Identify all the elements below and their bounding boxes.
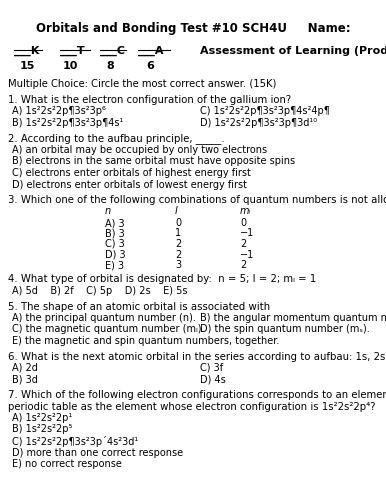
Text: B) 3d: B) 3d (12, 374, 38, 384)
Text: A) the principal quantum number (n).: A) the principal quantum number (n). (12, 313, 196, 323)
Text: 3: 3 (175, 260, 181, 270)
Text: A) an orbital may be occupied by only two electrons: A) an orbital may be occupied by only tw… (12, 145, 267, 155)
Text: n: n (105, 206, 111, 216)
Text: ___K: ___K (14, 46, 39, 56)
Text: A) 1s²2s²2p¹: A) 1s²2s²2p¹ (12, 413, 72, 423)
Text: A) 5d    B) 2f    C) 5p    D) 2s    E) 5s: A) 5d B) 2f C) 5p D) 2s E) 5s (12, 286, 188, 296)
Text: D) the spin quantum number (mₛ).: D) the spin quantum number (mₛ). (200, 324, 370, 334)
Text: B) 3: B) 3 (105, 228, 125, 238)
Text: C) 1s²2s²2p¶3s²3p¶4s²4p¶: C) 1s²2s²2p¶3s²3p¶4s²4p¶ (200, 106, 330, 117)
Text: ___T: ___T (60, 46, 85, 56)
Text: D) 4s: D) 4s (200, 374, 226, 384)
Text: −1: −1 (240, 228, 254, 238)
Text: E) the magnetic and spin quantum numbers, together.: E) the magnetic and spin quantum numbers… (12, 336, 279, 346)
Text: −1: −1 (240, 250, 254, 260)
Text: 2: 2 (240, 260, 246, 270)
Text: ___A: ___A (138, 46, 164, 56)
Text: C) 3f: C) 3f (200, 363, 223, 373)
Text: mₗ: mₗ (240, 206, 251, 216)
Text: l: l (175, 206, 178, 216)
Text: B) electrons in the same orbital must have opposite spins: B) electrons in the same orbital must ha… (12, 156, 295, 166)
Text: 4. What type of orbital is designated by:  n = 5; l = 2; mₗ = 1: 4. What type of orbital is designated by… (8, 274, 316, 284)
Text: 8: 8 (106, 61, 114, 71)
Text: D) more than one correct response: D) more than one correct response (12, 448, 183, 458)
Text: 6: 6 (146, 61, 154, 71)
Text: E) 3: E) 3 (105, 260, 124, 270)
Text: 5. The shape of an atomic orbital is associated with: 5. The shape of an atomic orbital is ass… (8, 302, 270, 312)
Text: C) 3: C) 3 (105, 239, 125, 249)
Text: 10: 10 (63, 61, 78, 71)
Text: 2. According to the aufbau principle, _____.: 2. According to the aufbau principle, __… (8, 134, 225, 144)
Text: C) 1s²2s²2p¶3s²3p´4s²3d¹: C) 1s²2s²2p¶3s²3p´4s²3d¹ (12, 436, 138, 447)
Text: E) no correct response: E) no correct response (12, 459, 122, 469)
Text: B) the angular momentum quantum number (l).: B) the angular momentum quantum number (… (200, 313, 386, 323)
Text: 0: 0 (175, 218, 181, 228)
Text: D) 3: D) 3 (105, 250, 125, 260)
Text: Multiple Choice: Circle the most correct answer. (15K): Multiple Choice: Circle the most correct… (8, 79, 276, 89)
Text: ___C: ___C (100, 46, 125, 56)
Text: 2: 2 (175, 239, 181, 249)
Text: 7. Which of the following electron configurations corresponds to an element in t: 7. Which of the following electron confi… (8, 390, 386, 400)
Text: 2: 2 (175, 250, 181, 260)
Text: Assessment of Learning (Product): Assessment of Learning (Product) (200, 46, 386, 56)
Text: 1: 1 (175, 228, 181, 238)
Text: periodic table as the element whose electron configuration is 1s²2s²2p⁴?: periodic table as the element whose elec… (8, 402, 376, 411)
Text: 2: 2 (240, 239, 246, 249)
Text: Orbitals and Bonding Test #10 SCH4U     Name:: Orbitals and Bonding Test #10 SCH4U Name… (36, 22, 350, 35)
Text: 1. What is the electron configuration of the gallium ion?: 1. What is the electron configuration of… (8, 95, 291, 105)
Text: A) 3: A) 3 (105, 218, 125, 228)
Text: A) 2d: A) 2d (12, 363, 38, 373)
Text: B) 1s²2s²2p⁵: B) 1s²2s²2p⁵ (12, 424, 73, 434)
Text: 15: 15 (20, 61, 36, 71)
Text: C) the magnetic quantum number (mₗ).: C) the magnetic quantum number (mₗ). (12, 324, 205, 334)
Text: C) electrons enter orbitals of highest energy first: C) electrons enter orbitals of highest e… (12, 168, 251, 178)
Text: D) 1s²2s²2p¶3s²3p¶3d¹⁰: D) 1s²2s²2p¶3s²3p¶3d¹⁰ (200, 118, 317, 128)
Text: 0: 0 (240, 218, 246, 228)
Text: D) electrons enter orbitals of lowest energy first: D) electrons enter orbitals of lowest en… (12, 180, 247, 190)
Text: 6. What is the next atomic orbital in the series according to aufbau: 1s, 2s, 2p: 6. What is the next atomic orbital in th… (8, 352, 386, 362)
Text: 3. Which one of the following combinations of quantum numbers is not allowed?: 3. Which one of the following combinatio… (8, 195, 386, 205)
Text: A) 1s²2s²2p¶3s²3p⁶: A) 1s²2s²2p¶3s²3p⁶ (12, 106, 106, 117)
Text: B) 1s²2s²2p¶3s²3p¶4s¹: B) 1s²2s²2p¶3s²3p¶4s¹ (12, 118, 124, 128)
